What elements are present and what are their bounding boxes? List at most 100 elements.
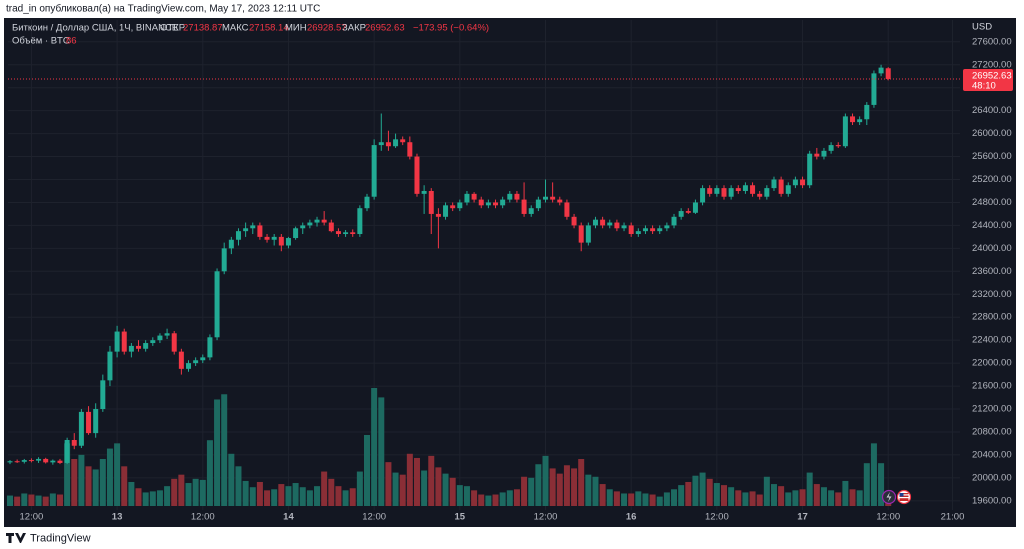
volume-bar <box>85 466 92 506</box>
high-value: 27158.14 <box>249 23 289 34</box>
y-tick-label: 25600.00 <box>972 151 1012 162</box>
candle-body <box>807 153 813 186</box>
volume-bar <box>813 484 820 506</box>
volume-bar <box>371 388 378 506</box>
open-label: ОТКР <box>160 23 185 34</box>
candle-body <box>257 225 263 237</box>
candle-body <box>771 179 777 189</box>
volume-bar <box>606 489 613 506</box>
candle-body <box>493 202 499 206</box>
volume-bar <box>406 453 413 506</box>
candle-body <box>14 461 20 463</box>
candle-body <box>671 216 677 226</box>
volume-bar <box>592 476 599 506</box>
candle-body <box>728 188 734 197</box>
candle-body <box>407 142 413 157</box>
volume-bar <box>628 493 635 506</box>
high-label: МАКС <box>222 23 249 34</box>
volume-bar <box>114 443 121 506</box>
volume-bar <box>321 471 328 506</box>
candle-body <box>343 232 349 235</box>
volume-bar <box>799 489 806 506</box>
volume-bar <box>364 434 370 506</box>
candle-body <box>28 460 34 462</box>
candle-body <box>792 179 798 186</box>
candle-body <box>785 185 791 194</box>
close-label: ЗАКР <box>342 23 366 34</box>
volume-bar <box>549 468 556 506</box>
candle-body <box>107 351 113 381</box>
candle-body <box>821 150 827 157</box>
candle-body <box>207 337 213 358</box>
x-tick-label: 12:00 <box>534 512 558 523</box>
y-tick-label: 26400.00 <box>972 105 1012 116</box>
volume-bar <box>242 480 249 506</box>
volume-bar <box>192 478 199 506</box>
logo-mark <box>6 533 26 543</box>
candle-body <box>221 248 227 272</box>
volume-bar <box>556 473 563 506</box>
candle-body <box>814 153 820 157</box>
volume-bar <box>521 476 528 506</box>
footer-logo: TradingView <box>6 532 91 544</box>
volume-bar <box>214 399 221 506</box>
x-tick-label: 12:00 <box>362 512 386 523</box>
volume-bar <box>642 493 649 506</box>
candle-body <box>293 228 299 239</box>
candle-body <box>800 179 806 186</box>
y-tick-label: 23200.00 <box>972 289 1012 300</box>
grid: 19600.00 20000.00 20400.00 20800.00 21200.00… <box>8 20 1012 523</box>
candle-body <box>121 331 127 352</box>
volume-bar <box>249 487 256 506</box>
volume-bar <box>206 440 213 506</box>
volume-bar <box>56 494 63 506</box>
volume-bar <box>849 489 856 506</box>
candle-body <box>864 104 870 120</box>
volume-bar <box>128 481 135 506</box>
candle-body <box>585 225 591 243</box>
candle-body <box>535 199 541 209</box>
last-price-label: 26952.63 <box>972 70 1012 81</box>
candle-body <box>450 205 456 209</box>
volume-bar <box>692 475 699 506</box>
x-tick-label: 17 <box>797 512 808 523</box>
candle-body <box>278 236 284 246</box>
y-tick-label: 23600.00 <box>972 266 1012 277</box>
open-value: 27138.87 <box>183 23 223 34</box>
volume-bar <box>713 483 720 506</box>
y-tick-label: 26000.00 <box>972 128 1012 139</box>
x-tick-label: 14 <box>283 512 294 523</box>
volume-bar <box>728 487 735 506</box>
candle-body <box>243 228 249 232</box>
candle-body <box>57 460 63 463</box>
candle-body <box>628 225 634 235</box>
candle-body <box>235 231 241 240</box>
y-tick-label: 22800.00 <box>972 312 1012 323</box>
volume-bar <box>863 463 870 506</box>
volume-bar <box>685 481 692 506</box>
volume-bar <box>421 470 428 506</box>
volume-bar <box>385 462 392 506</box>
volume-bar <box>64 443 71 506</box>
candle-body <box>678 211 684 217</box>
candle-body <box>357 208 363 235</box>
volume-bar <box>678 485 685 506</box>
volume-bar <box>235 466 242 506</box>
candle-body <box>528 208 534 214</box>
volume-bar <box>356 471 363 506</box>
candle-body <box>193 360 199 364</box>
volume-bar <box>335 486 342 506</box>
candle-body <box>171 333 177 352</box>
candle-series <box>7 64 891 465</box>
volume-bar <box>392 472 399 506</box>
candle-body <box>600 219 606 226</box>
candle-body <box>43 458 49 463</box>
candle-body <box>828 145 834 151</box>
candle-body <box>664 225 670 229</box>
volume-bar <box>785 492 792 506</box>
volume-bar <box>635 491 642 506</box>
candle-body <box>7 461 13 463</box>
volume-bar <box>413 457 420 506</box>
candle-body <box>564 202 570 217</box>
